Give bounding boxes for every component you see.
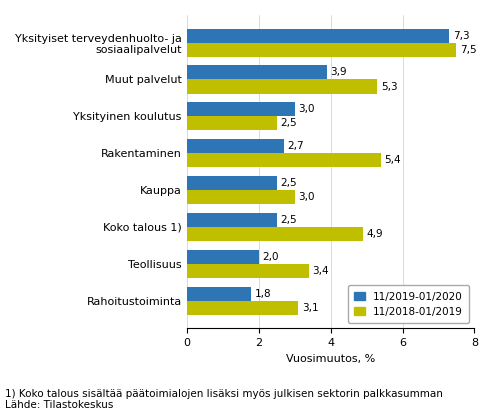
Text: 5,4: 5,4 [385,155,401,165]
Bar [187,287,251,301]
Text: 7,5: 7,5 [460,45,477,54]
Text: 2,0: 2,0 [262,252,279,262]
Bar [187,227,363,241]
Text: 3,1: 3,1 [302,303,318,313]
Text: 2,5: 2,5 [280,178,297,188]
Bar [187,102,295,116]
Text: 4,9: 4,9 [367,229,383,239]
Bar [187,264,309,278]
Bar [187,301,298,314]
Bar [187,29,449,43]
Bar [187,176,277,190]
Bar [187,139,284,153]
Legend: 11/2019-01/2020, 11/2018-01/2019: 11/2019-01/2020, 11/2018-01/2019 [348,285,469,323]
Bar [187,153,381,167]
Bar [187,116,277,130]
Text: 5,3: 5,3 [381,82,397,92]
Text: Lähde: Tilastokeskus: Lähde: Tilastokeskus [5,400,113,410]
Text: 7,3: 7,3 [453,31,469,41]
Text: 3,0: 3,0 [298,104,315,114]
Bar [187,190,295,204]
Text: 2,7: 2,7 [287,141,304,151]
Text: 3,9: 3,9 [331,67,347,77]
Bar [187,43,457,57]
Bar [187,250,259,264]
Text: 2,5: 2,5 [280,215,297,225]
Bar [187,65,327,79]
Text: 3,0: 3,0 [298,192,315,202]
Text: 1,8: 1,8 [255,289,272,299]
Bar [187,213,277,227]
Bar [187,79,377,94]
Text: 1) Koko talous sisältää päätoimialojen lisäksi myös julkisen sektorin palkkasumm: 1) Koko talous sisältää päätoimialojen l… [5,389,443,399]
Text: 3,4: 3,4 [313,266,329,276]
Text: 2,5: 2,5 [280,119,297,129]
X-axis label: Vuosimuutos, %: Vuosimuutos, % [286,354,375,364]
